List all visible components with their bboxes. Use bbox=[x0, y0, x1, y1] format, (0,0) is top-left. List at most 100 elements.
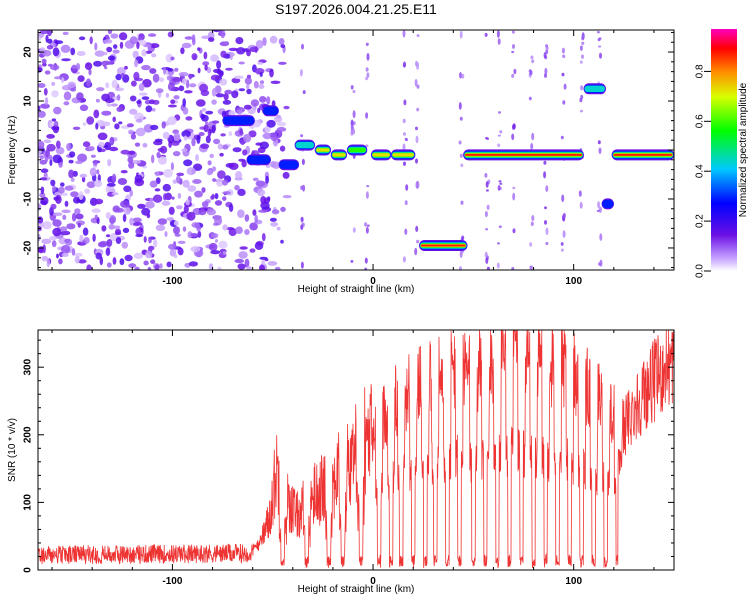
noise-blob bbox=[52, 154, 62, 164]
noise-blob bbox=[48, 154, 53, 160]
noise-blob bbox=[90, 154, 96, 158]
noise-blob bbox=[49, 236, 57, 241]
noise-blob bbox=[143, 260, 149, 266]
noise-blob bbox=[239, 128, 243, 135]
y-tick-label: 300 bbox=[23, 358, 34, 375]
streak-blob bbox=[365, 76, 369, 81]
streak-blob bbox=[513, 68, 517, 75]
noise-blob bbox=[211, 124, 216, 134]
noise-blob bbox=[150, 259, 156, 265]
noise-blob bbox=[97, 241, 107, 248]
noise-blob bbox=[246, 88, 252, 95]
noise-blob bbox=[84, 188, 91, 194]
streak-blob bbox=[561, 194, 565, 203]
noise-blob bbox=[108, 103, 112, 107]
noise-blob bbox=[141, 96, 150, 100]
noise-blob bbox=[236, 47, 246, 55]
noise-blob bbox=[217, 266, 222, 270]
y-tick-label: -20 bbox=[23, 240, 34, 255]
noise-blob bbox=[203, 124, 209, 133]
noise-blob bbox=[52, 219, 62, 227]
streak-blob bbox=[597, 140, 601, 145]
noise-blob bbox=[60, 244, 71, 254]
noise-blob bbox=[197, 67, 201, 74]
noise-blob bbox=[107, 55, 116, 61]
streak-blob bbox=[560, 242, 564, 246]
noise-blob bbox=[270, 132, 278, 141]
streak-blob bbox=[543, 171, 547, 179]
x-tick-label: 0 bbox=[370, 276, 376, 287]
streak-blob bbox=[402, 256, 406, 263]
streak-blob bbox=[484, 173, 488, 178]
noise-blob bbox=[237, 188, 246, 196]
streak-blob bbox=[562, 54, 566, 59]
noise-blob bbox=[38, 83, 46, 88]
noise-blob bbox=[66, 143, 72, 151]
noise-blob bbox=[58, 161, 63, 168]
noise-blob bbox=[71, 64, 77, 70]
noise-blob bbox=[106, 234, 111, 238]
noise-blob bbox=[61, 192, 68, 197]
noise-blob bbox=[210, 74, 220, 81]
noise-blob bbox=[141, 64, 151, 71]
streak-blob bbox=[499, 182, 503, 185]
streak-blob bbox=[511, 133, 515, 141]
y-tick-label: 0 bbox=[23, 147, 34, 153]
noise-blob bbox=[182, 107, 189, 115]
noise-blob bbox=[207, 160, 212, 166]
noise-blob bbox=[205, 110, 214, 115]
noise-blob bbox=[166, 261, 172, 268]
noise-blob bbox=[108, 223, 115, 230]
signal-band bbox=[613, 153, 673, 156]
snr-panel: -100 0 100 0 100 200 300 Height of straight li… bbox=[7, 329, 675, 595]
streak-blob bbox=[352, 227, 356, 233]
noise-blob bbox=[177, 240, 186, 244]
noise-blob bbox=[262, 37, 267, 46]
noise-blob bbox=[41, 238, 52, 244]
noise-blob bbox=[182, 98, 186, 107]
noise-blob bbox=[159, 263, 163, 269]
noise-blob bbox=[147, 266, 152, 270]
noise-blob bbox=[283, 105, 290, 110]
noise-blob bbox=[226, 227, 235, 231]
noise-blob bbox=[113, 44, 118, 49]
noise-blob bbox=[160, 145, 168, 154]
noise-blob bbox=[172, 151, 181, 157]
noise-blob bbox=[54, 76, 62, 80]
noise-blob bbox=[109, 136, 115, 146]
streak-blob bbox=[365, 191, 369, 199]
streak-blob bbox=[512, 228, 516, 234]
noise-blob bbox=[38, 105, 41, 111]
streak-blob bbox=[350, 85, 354, 90]
noise-blob bbox=[149, 68, 157, 74]
noise-blob bbox=[143, 236, 147, 243]
noise-blob bbox=[55, 140, 61, 149]
noise-blob bbox=[40, 200, 47, 205]
noise-blob bbox=[105, 247, 111, 256]
y-tick-label: -10 bbox=[23, 191, 34, 206]
noise-blob bbox=[77, 153, 88, 163]
streak-blob bbox=[416, 239, 420, 244]
y-tick-label: 20 bbox=[23, 46, 34, 58]
colorbar: 0.0 0.2 0.4 0.6 0.8 Normalized spectral ampl… bbox=[695, 29, 749, 278]
noise-blob bbox=[220, 133, 226, 137]
noise-blob bbox=[278, 38, 285, 45]
noise-blob bbox=[274, 266, 281, 270]
noise-blob bbox=[128, 161, 135, 169]
spectrogram-x-axis-label: Height of straight line (km) bbox=[298, 284, 415, 295]
noise-blob bbox=[69, 151, 76, 158]
streak-blob bbox=[402, 30, 406, 38]
noise-blob bbox=[243, 133, 252, 143]
streak-blob bbox=[581, 41, 585, 45]
noise-blob bbox=[211, 88, 217, 97]
streak-blob bbox=[402, 118, 406, 124]
noise-blob bbox=[104, 98, 115, 103]
noise-blob bbox=[254, 214, 258, 224]
signal-band bbox=[247, 155, 271, 164]
noise-blob bbox=[76, 92, 84, 101]
noise-blob bbox=[61, 77, 65, 84]
noise-blob bbox=[135, 127, 146, 137]
streak-blob bbox=[528, 96, 532, 101]
noise-blob bbox=[84, 62, 93, 70]
streak-blob bbox=[403, 61, 406, 68]
